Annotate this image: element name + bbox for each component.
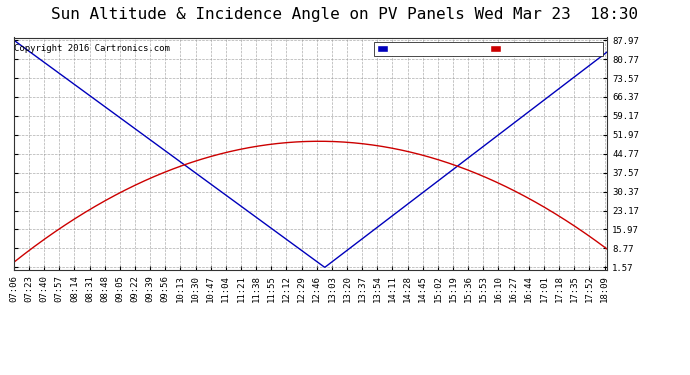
Text: Sun Altitude & Incidence Angle on PV Panels Wed Mar 23  18:30: Sun Altitude & Incidence Angle on PV Pan… [52, 8, 638, 22]
Legend: Incident (Angle °), Altitude (Angle °): Incident (Angle °), Altitude (Angle °) [374, 42, 602, 56]
Text: Copyright 2016 Cartronics.com: Copyright 2016 Cartronics.com [14, 45, 170, 54]
